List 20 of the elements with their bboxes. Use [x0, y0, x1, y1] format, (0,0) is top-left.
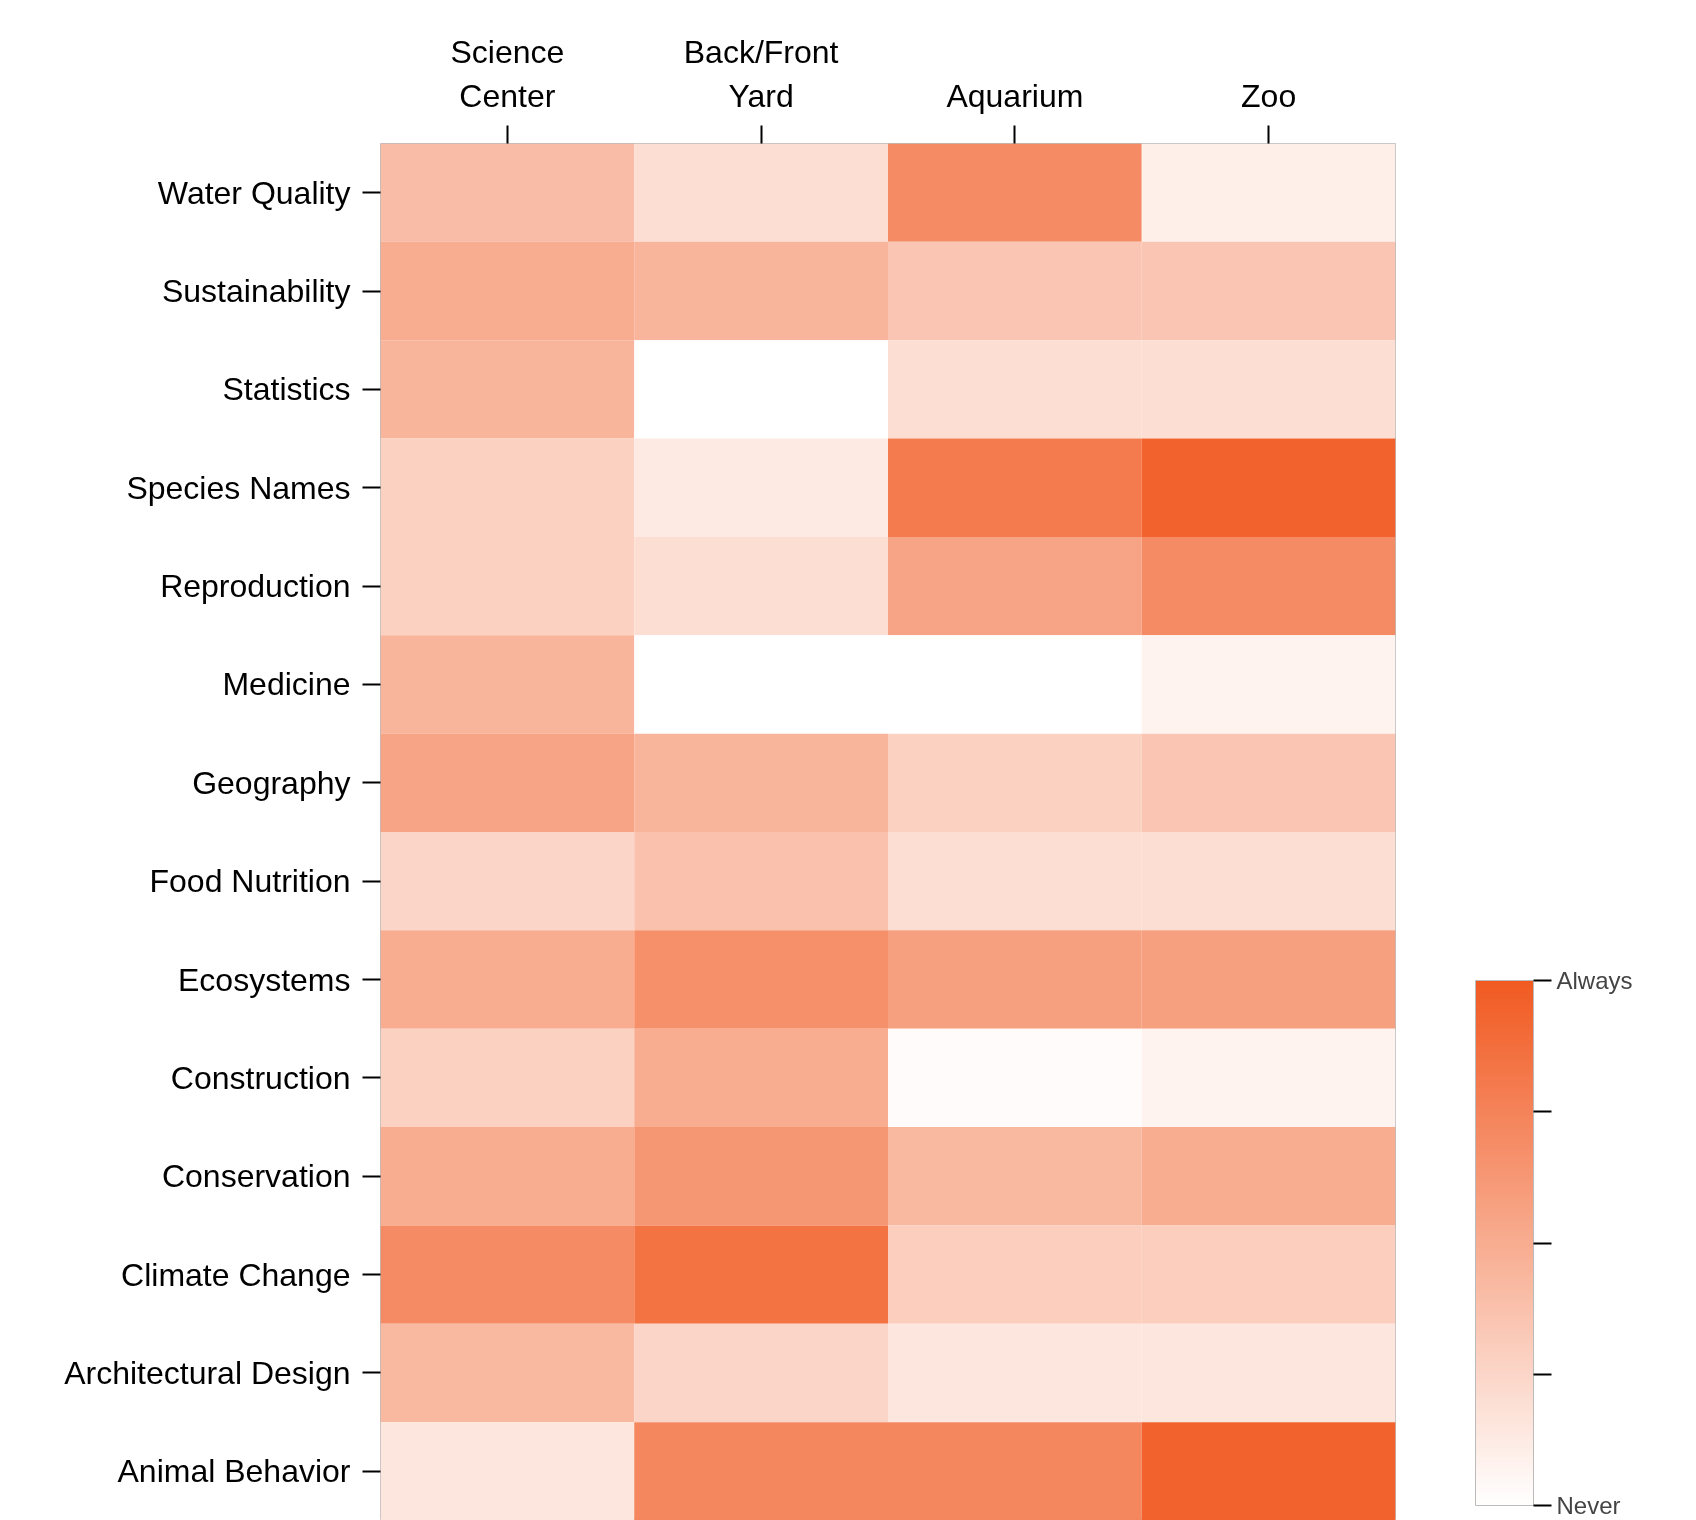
y-tick-label: Statistics [222, 371, 351, 408]
y-tick-label: Water Quality [157, 174, 351, 211]
y-tick-label: Climate Change [121, 1256, 351, 1293]
y-tick-label: Construction [170, 1059, 351, 1096]
y-tick-label: Food Nutrition [149, 863, 351, 900]
y-tick-label: Medicine [222, 666, 351, 703]
y-tick-label: Reproduction [160, 568, 351, 605]
color-bar-label: Always [1556, 967, 1633, 994]
x-tick-label: Science Center [450, 34, 565, 114]
y-tick-label: Animal Behavior [117, 1453, 351, 1490]
color-bar-label: Never [1556, 1492, 1621, 1519]
x-tick-label: Zoo [1241, 77, 1297, 114]
x-tick-label: Aquarium [946, 77, 1084, 114]
y-tick-label: Geography [192, 764, 351, 801]
y-tick-label: Ecosystems [178, 961, 351, 998]
y-tick-label: Sustainability [161, 273, 351, 310]
y-tick-label: Species Names [126, 469, 351, 506]
y-tick-label: Architectural Design [64, 1354, 351, 1391]
y-tick-label: Conservation [161, 1158, 351, 1195]
x-tick-label: Back/Front Yard [683, 34, 839, 114]
